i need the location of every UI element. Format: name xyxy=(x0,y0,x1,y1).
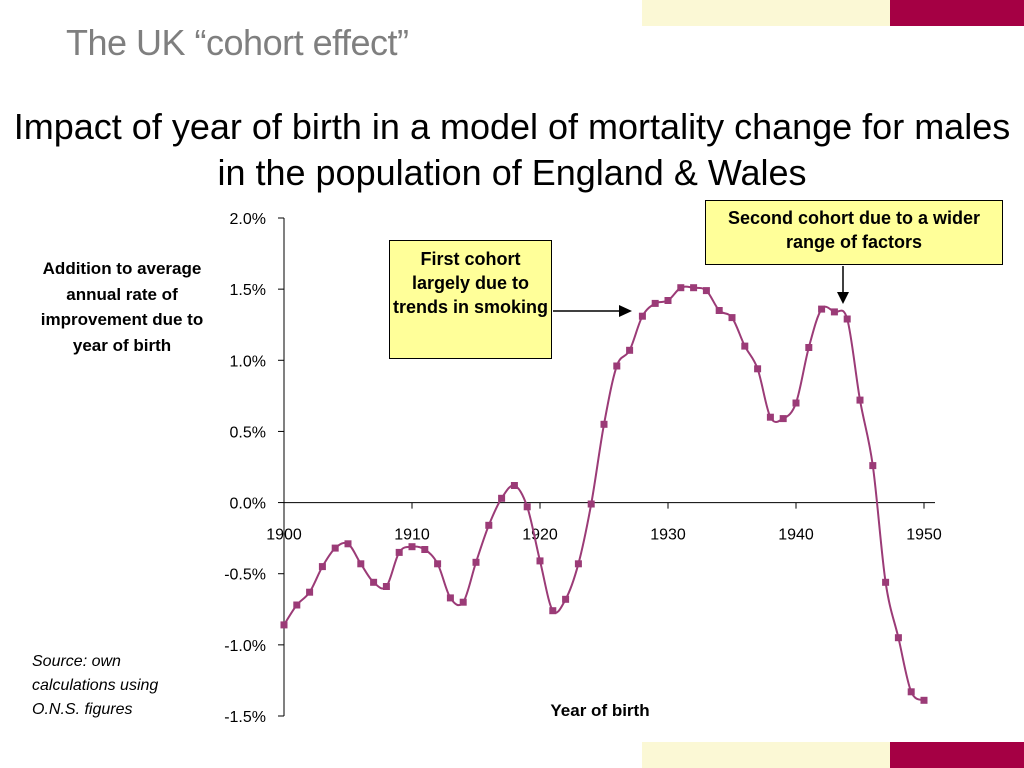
x-tick-label: 1950 xyxy=(906,527,942,544)
data-point xyxy=(626,346,634,354)
arrowhead-first-cohort xyxy=(619,305,632,317)
data-point xyxy=(638,312,646,320)
x-tick-label: 1910 xyxy=(394,527,430,544)
data-point xyxy=(613,362,621,370)
x-axis-label: Year of birth xyxy=(550,701,650,720)
data-point xyxy=(690,284,698,292)
x-tick-label: 1920 xyxy=(522,527,558,544)
data-point xyxy=(741,342,749,350)
data-point xyxy=(574,560,582,568)
chart-title: Impact of year of birth in a model of mo… xyxy=(13,106,1011,193)
data-point xyxy=(792,399,800,407)
data-point xyxy=(498,494,506,502)
x-tick-label: 1940 xyxy=(778,527,814,544)
data-point xyxy=(587,500,595,508)
top-light-band xyxy=(642,0,890,26)
top-accent-band xyxy=(890,0,1024,26)
data-point xyxy=(357,560,365,568)
data-point xyxy=(395,548,403,556)
chart-axes: 2.0% 1.5% 1.0% 0.5% 0.0% -0.5% -1.0% -1.5% 1900 1… xyxy=(224,211,942,726)
data-point xyxy=(421,546,429,553)
data-point xyxy=(293,601,301,609)
data-point xyxy=(446,594,454,602)
data-point xyxy=(894,634,902,642)
data-point xyxy=(830,308,838,316)
data-point xyxy=(536,557,544,565)
data-point xyxy=(869,462,877,470)
slide-title: The UK “cohort effect” xyxy=(66,22,409,63)
data-point xyxy=(459,598,467,606)
data-point xyxy=(485,521,493,529)
data-point xyxy=(600,420,608,428)
x-tick-label: 1900 xyxy=(266,527,302,544)
callout-first-cohort: First cohort largely due to trends in sm… xyxy=(389,240,552,359)
data-point xyxy=(562,595,570,603)
data-point xyxy=(920,696,928,704)
y-tick-label: 1.0% xyxy=(230,353,266,370)
data-point xyxy=(318,563,326,571)
data-point xyxy=(382,583,390,590)
data-point xyxy=(843,315,851,323)
data-point xyxy=(331,544,339,552)
data-point xyxy=(715,307,723,314)
y-tick-label: -0.5% xyxy=(224,567,266,584)
series-line xyxy=(283,285,925,702)
data-point xyxy=(510,482,518,489)
callout-arrows xyxy=(553,266,849,317)
y-tick-label: -1.5% xyxy=(224,709,266,726)
y-tick-label: 0.5% xyxy=(230,424,266,441)
data-point xyxy=(370,578,378,586)
data-point xyxy=(280,621,288,629)
source-note: Source: own calculations using O.N.S. fi… xyxy=(32,653,159,718)
data-point xyxy=(805,344,813,351)
data-point xyxy=(523,503,531,511)
y-tick-label: 1.5% xyxy=(230,282,266,299)
data-point xyxy=(907,688,915,696)
bottom-light-band xyxy=(642,742,890,768)
data-point xyxy=(408,543,416,551)
data-point xyxy=(549,607,557,615)
data-point xyxy=(818,305,826,313)
y-tick-label: 2.0% xyxy=(230,211,266,228)
callout-second-cohort: Second cohort due to a wider range of fa… xyxy=(705,200,1003,265)
y-axis-label: Addition to average annual rate of impro… xyxy=(40,259,204,355)
data-point xyxy=(702,287,710,295)
arrowhead-second-cohort xyxy=(837,292,849,304)
data-point xyxy=(344,540,352,548)
data-point xyxy=(306,588,314,596)
data-point xyxy=(664,297,672,304)
bottom-accent-band xyxy=(890,742,1024,768)
data-point xyxy=(779,415,787,423)
data-point xyxy=(472,558,480,566)
y-tick-label: -1.0% xyxy=(224,638,266,655)
data-point xyxy=(728,314,736,322)
series-group xyxy=(280,284,928,704)
data-point xyxy=(434,560,442,568)
data-point xyxy=(766,413,774,421)
data-point xyxy=(677,284,685,292)
x-tick-label: 1930 xyxy=(650,527,686,544)
y-tick-label: 0.0% xyxy=(230,496,266,513)
data-point xyxy=(651,299,659,307)
data-point xyxy=(754,365,762,373)
data-point xyxy=(856,396,864,404)
data-point xyxy=(882,578,890,586)
